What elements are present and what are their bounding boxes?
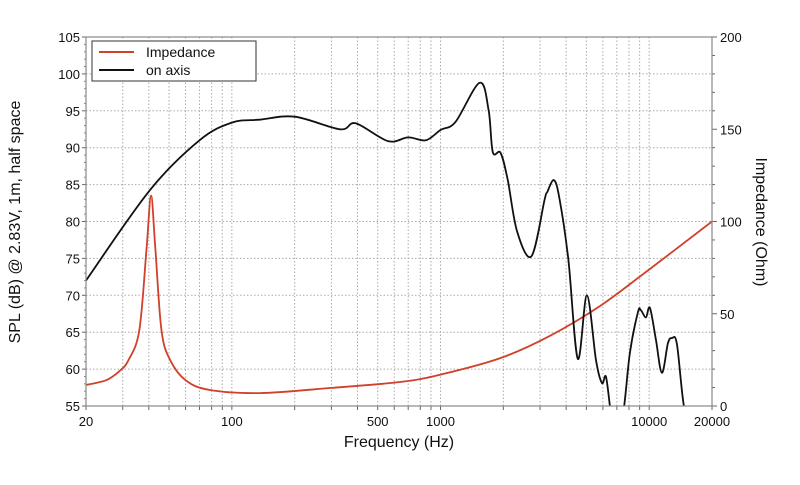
y-tick-label: 75 — [66, 251, 80, 266]
y-tick-label: 90 — [66, 141, 80, 156]
x-tick-label: 100 — [221, 414, 243, 429]
legend: Impedance on axis — [91, 40, 257, 82]
grid — [85, 36, 713, 407]
y2-tick-label: 100 — [720, 215, 742, 230]
series-line-impedance — [86, 194, 712, 395]
y-tick-label: 55 — [66, 399, 80, 414]
x-tick-label: 500 — [367, 414, 389, 429]
plot-frame — [85, 36, 713, 407]
y-tick-label: 80 — [66, 215, 80, 230]
x-tick-label: 1000 — [426, 414, 455, 429]
x-axis-label: Frequency (Hz) — [344, 434, 454, 451]
x-tick-label: 10000 — [631, 414, 667, 429]
y-tick-label: 65 — [66, 325, 80, 340]
y-tick-label: 105 — [58, 30, 80, 45]
x-tick-label: 20000 — [694, 414, 730, 429]
y-tick-label: 70 — [66, 288, 80, 303]
y-tick-label: 60 — [66, 362, 80, 377]
y-tick-label: 95 — [66, 104, 80, 119]
y-tick-label: 85 — [66, 178, 80, 193]
y2-tick-label: 150 — [720, 122, 742, 137]
legend-label-impedance: Impedance — [146, 44, 215, 60]
series-lines — [86, 81, 712, 406]
y2-tick-label: 200 — [720, 30, 742, 45]
legend-label-on-axis: on axis — [146, 62, 190, 78]
axis-ticks: 55 60 65 70 75 80 85 90 95 100 105 0 50 100 150 200 20 10… — [58, 30, 741, 429]
y2-axis-label: Impedance (Ohm) — [752, 158, 769, 287]
legend-box — [91, 40, 257, 82]
y2-tick-label: 0 — [720, 399, 727, 414]
y2-tick-label: 50 — [720, 307, 734, 322]
y-tick-label: 100 — [58, 67, 80, 82]
y-axis-label: SPL (dB) @ 2.83V, 1m, half space — [7, 101, 24, 344]
series-line-on-axis — [86, 81, 685, 406]
x-tick-label: 20 — [79, 414, 93, 429]
